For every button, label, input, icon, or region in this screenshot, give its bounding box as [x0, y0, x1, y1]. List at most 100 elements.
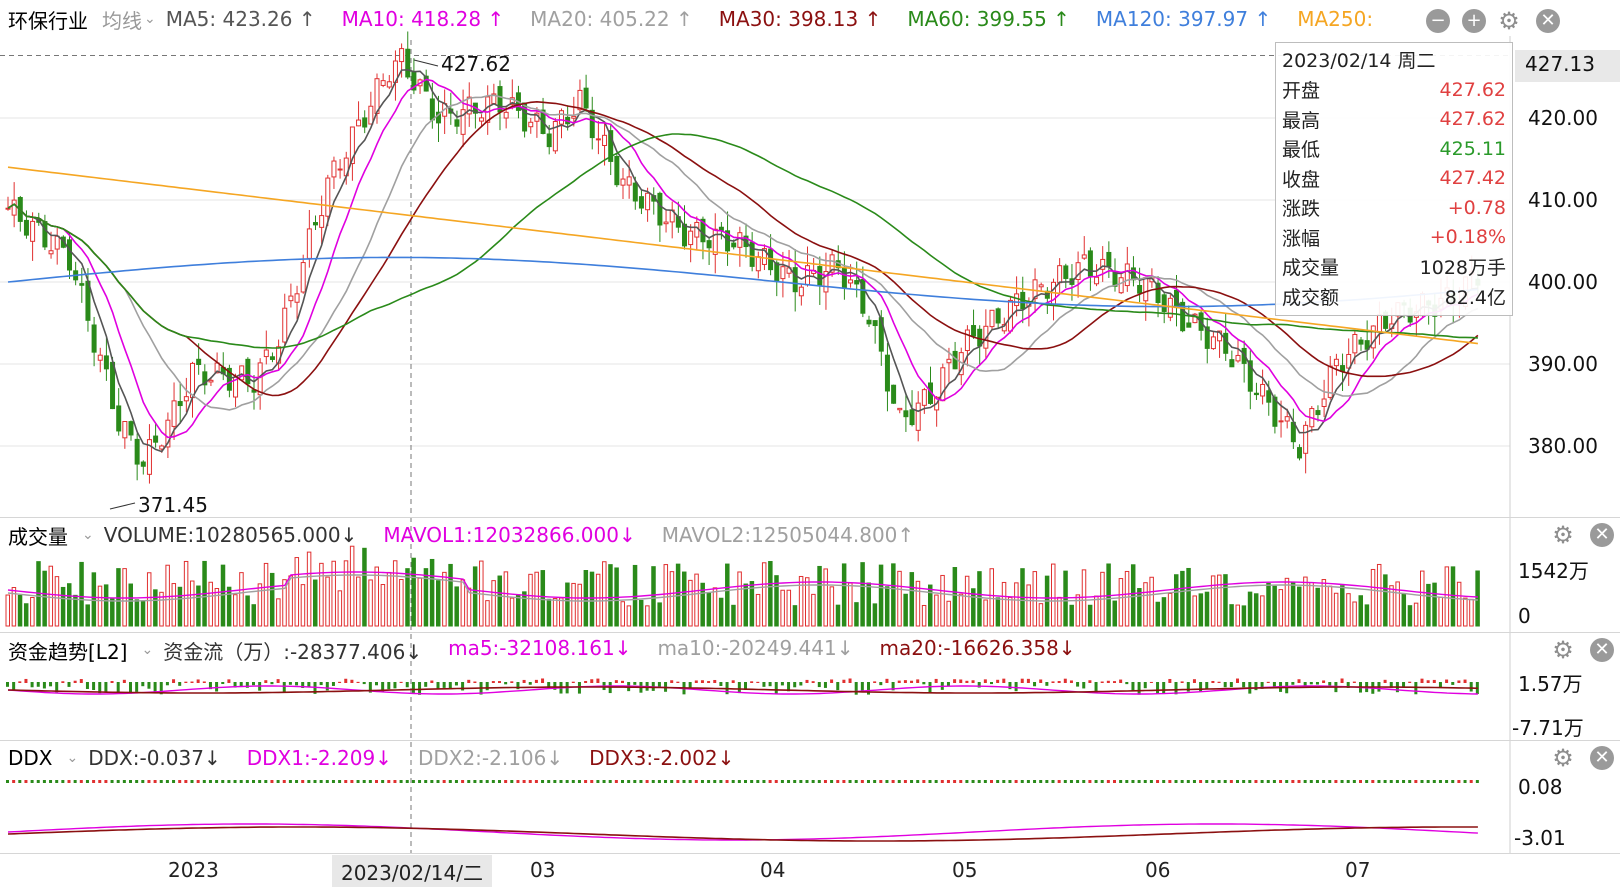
y-tick-label: 410.00 [1528, 188, 1598, 212]
volume-bar [829, 586, 835, 627]
gear-icon[interactable]: ⚙ [1552, 521, 1574, 549]
fund-bar [1414, 682, 1418, 695]
volume-bar [417, 577, 423, 627]
candle-body [1241, 347, 1247, 364]
volume-bar [688, 579, 693, 627]
ddx-bar [245, 780, 249, 783]
volume-bar [436, 580, 441, 627]
low-marker: 371.45 [138, 493, 208, 517]
ddx-bar [270, 780, 274, 783]
volume-bar [362, 547, 367, 627]
ddx-bar [387, 780, 391, 783]
fund-bar [1236, 678, 1239, 683]
line-type-selector[interactable]: 均线 [102, 8, 142, 33]
ddx-bar [953, 780, 957, 783]
candle-body [1284, 416, 1290, 422]
candle-body [718, 226, 724, 231]
ddx-bar [621, 780, 624, 783]
volume-bar [110, 598, 115, 627]
volume-bar [909, 572, 915, 627]
gear-icon[interactable]: ⚙ [1498, 7, 1520, 35]
fund-bar [1045, 682, 1049, 686]
volume-bar [1118, 578, 1124, 627]
ddx-bar [639, 780, 643, 783]
candle-body [190, 362, 195, 399]
candle-body [30, 220, 36, 242]
ddx-bar [165, 780, 169, 783]
zoom-in-icon[interactable]: + [1462, 9, 1486, 33]
fund-bar [393, 682, 397, 689]
fund-bar [49, 682, 53, 687]
ddx-bar [725, 780, 729, 783]
fund-bar [510, 681, 514, 683]
ddx-bar [541, 780, 545, 783]
volume-bar [743, 583, 748, 627]
volume-bar [153, 589, 158, 627]
volume-bar [595, 573, 601, 627]
volume-bar [1444, 566, 1450, 627]
ddx1-line [7, 823, 1478, 841]
fund-bar [184, 681, 188, 683]
chevron-down-icon[interactable]: ⌄ [82, 527, 94, 543]
fund-bar [202, 681, 206, 683]
ddx-bar [614, 780, 618, 783]
fund-bar [227, 679, 231, 683]
volume-bar [226, 586, 232, 627]
ddx-bar [73, 780, 77, 783]
fund-bar [633, 682, 637, 685]
candle-body [306, 228, 312, 259]
fund-bar [516, 682, 520, 690]
volume-bar [1192, 595, 1197, 627]
tooltip-row: 最低 425.11 [1276, 134, 1512, 164]
ddx-bar [879, 780, 883, 783]
volume-bar [1475, 570, 1480, 627]
volume-bar [208, 581, 213, 627]
candle-body [208, 379, 214, 383]
candle-body [595, 138, 601, 141]
volume-bar [737, 571, 742, 627]
volume-bar [1253, 593, 1259, 627]
x-tick-label: 04 [760, 858, 786, 882]
chevron-down-icon[interactable]: ⌄ [66, 750, 79, 766]
fund-bar [700, 680, 704, 683]
gear-icon[interactable]: ⚙ [1552, 744, 1574, 772]
ddx-bar [1402, 780, 1406, 783]
candle-body [288, 295, 294, 302]
tooltip-key: 开盘 [1282, 80, 1321, 103]
chevron-down-icon[interactable]: ⌄ [141, 642, 154, 658]
ddx-bar [172, 780, 176, 783]
tooltip-value: 425.11 [1439, 137, 1506, 160]
ddx-bar [411, 780, 415, 783]
x-tick-label: 03 [530, 858, 556, 882]
close-icon[interactable]: ✕ [1590, 746, 1614, 770]
fund-bar [959, 679, 963, 683]
close-icon[interactable]: ✕ [1590, 638, 1614, 662]
ddx-y-top: 0.08 [1518, 775, 1563, 799]
candle-body [60, 236, 66, 248]
volume-bar [1137, 588, 1142, 627]
fund-bar [239, 682, 243, 687]
fund-bar [922, 682, 926, 685]
ddx-bar [842, 780, 846, 783]
ddx-bar [467, 780, 471, 783]
fund-bar [1174, 682, 1178, 695]
zoom-out-icon[interactable]: − [1426, 9, 1450, 33]
candle-body [1124, 263, 1130, 287]
fund-bar [1039, 679, 1043, 683]
volume-bar [891, 563, 896, 627]
volume-bar [1149, 576, 1154, 627]
ddx-bar [983, 780, 987, 783]
gear-icon[interactable]: ⚙ [1552, 636, 1574, 664]
close-icon[interactable]: ✕ [1590, 523, 1614, 547]
close-icon[interactable]: ✕ [1536, 9, 1560, 33]
volume-bar [749, 581, 755, 627]
ddx-legend-item: DDX1:-2.209↓ [246, 746, 392, 770]
tooltip-row: 涨幅 +0.18% [1276, 223, 1512, 253]
fund-bar [178, 682, 182, 686]
fund-bar [1113, 681, 1116, 683]
fund-bar [344, 678, 348, 683]
volume-bar [269, 572, 275, 627]
x-tick-label: 05 [952, 858, 978, 882]
chevron-down-icon[interactable]: ⌄ [144, 11, 156, 27]
